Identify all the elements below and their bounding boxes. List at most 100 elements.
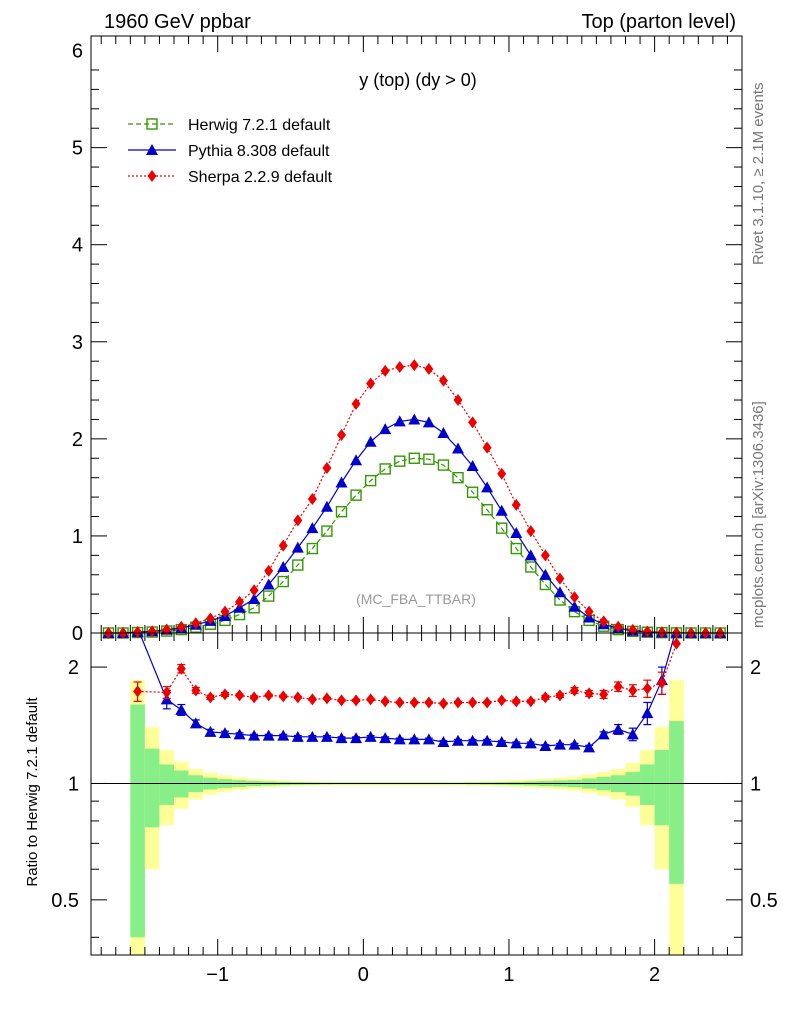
ratio-point bbox=[162, 686, 172, 699]
legend-item: Herwig 7.2.1 default bbox=[128, 117, 331, 134]
y-tick-label: 5 bbox=[72, 138, 83, 160]
data-point bbox=[322, 461, 332, 474]
ratio-series-sherpa bbox=[133, 637, 681, 710]
data-point bbox=[205, 612, 215, 625]
ratio-point bbox=[583, 741, 596, 753]
ratio-point bbox=[642, 682, 652, 695]
x-tick-label: 2 bbox=[649, 964, 660, 986]
ratio-point bbox=[481, 734, 494, 746]
data-point bbox=[481, 481, 494, 493]
ratio-point bbox=[191, 684, 201, 697]
ratio-point bbox=[671, 637, 681, 650]
ratio-point bbox=[262, 729, 275, 741]
data-point bbox=[452, 471, 464, 484]
green-band bbox=[669, 721, 684, 884]
legend-label: Herwig 7.2.1 default bbox=[188, 117, 331, 134]
data-point bbox=[408, 413, 421, 425]
ratio-point bbox=[408, 733, 421, 745]
x-tick-label: 1 bbox=[503, 964, 514, 986]
data-point bbox=[495, 504, 508, 516]
series-sherpa bbox=[103, 359, 725, 639]
ratio-point bbox=[133, 685, 143, 698]
data-point bbox=[540, 549, 550, 562]
data-point bbox=[422, 416, 435, 428]
series-line bbox=[108, 457, 721, 634]
ratio-y-tick-label: 1 bbox=[68, 773, 79, 795]
data-point bbox=[262, 590, 275, 602]
data-point bbox=[584, 605, 594, 618]
green-band bbox=[130, 704, 145, 938]
legend-label: Pythia 8.308 default bbox=[188, 143, 330, 160]
ratio-point bbox=[553, 738, 566, 750]
ratio-point bbox=[510, 737, 523, 749]
data-point bbox=[510, 527, 523, 539]
data-point bbox=[262, 578, 275, 590]
ratio-point bbox=[335, 732, 348, 744]
data-point bbox=[525, 561, 537, 573]
ratio-point bbox=[307, 693, 317, 706]
ratio-point bbox=[628, 684, 638, 697]
data-point bbox=[335, 505, 348, 518]
y-tick-label: 3 bbox=[72, 332, 83, 354]
data-point bbox=[438, 374, 448, 387]
ratio-point bbox=[322, 692, 332, 705]
data-point bbox=[292, 559, 304, 571]
ratio-point bbox=[366, 693, 376, 706]
ratio-plot-frame bbox=[90, 632, 743, 956]
side-text-mcplots: mcplots.cern.ch [arXiv:1306.3436] bbox=[750, 401, 767, 628]
x-tick-label: 0 bbox=[358, 964, 369, 986]
data-point bbox=[248, 593, 261, 605]
data-point bbox=[147, 625, 157, 638]
data-point bbox=[568, 600, 581, 612]
ratio-point bbox=[395, 696, 405, 709]
header-right: Top (parton level) bbox=[581, 11, 736, 33]
data-point bbox=[423, 453, 435, 465]
data-point bbox=[306, 542, 319, 555]
data-point bbox=[394, 455, 406, 467]
data-point bbox=[321, 525, 333, 537]
ratio-point bbox=[248, 729, 261, 741]
legend-marker bbox=[146, 144, 158, 155]
ratio-point bbox=[599, 688, 609, 701]
data-point bbox=[264, 564, 274, 577]
data-point bbox=[380, 364, 390, 377]
ratio-point bbox=[320, 730, 333, 742]
data-point bbox=[570, 591, 580, 604]
ratio-point bbox=[293, 691, 303, 704]
data-point bbox=[437, 459, 450, 471]
ratio-point bbox=[264, 689, 274, 702]
green-band bbox=[654, 750, 670, 826]
ratio-point bbox=[452, 734, 465, 746]
data-point bbox=[466, 460, 479, 472]
ratio-point bbox=[453, 696, 463, 709]
plot-title: y (top) (dy > 0) bbox=[359, 70, 477, 90]
ratio-point bbox=[524, 737, 537, 749]
ratio-point bbox=[657, 676, 667, 689]
data-point bbox=[408, 452, 421, 464]
ratio-point bbox=[278, 690, 288, 703]
ratio-point bbox=[218, 727, 231, 739]
ratio-point bbox=[424, 696, 434, 709]
data-point bbox=[293, 514, 303, 527]
uncertainty-bands bbox=[130, 680, 684, 955]
ratio-y-tick-label-right: 1 bbox=[750, 773, 761, 795]
legend-marker bbox=[147, 170, 157, 182]
ratio-point bbox=[291, 730, 304, 742]
ratio-point bbox=[176, 662, 186, 675]
green-band bbox=[144, 748, 160, 828]
data-point bbox=[335, 476, 348, 488]
ratio-point bbox=[568, 738, 581, 750]
ratio-y-tick-label: 2 bbox=[68, 657, 79, 679]
ratio-point bbox=[438, 697, 448, 710]
data-point bbox=[364, 435, 377, 447]
y-tick-label: 0 bbox=[72, 623, 83, 645]
ratio-point bbox=[204, 725, 217, 737]
data-point bbox=[555, 572, 565, 585]
ratio-series-pythia bbox=[138, 633, 676, 753]
y-tick-label: 4 bbox=[72, 235, 83, 257]
legend-item: Pythia 8.308 default bbox=[128, 143, 330, 160]
data-point bbox=[482, 441, 492, 454]
data-point bbox=[526, 525, 536, 538]
data-point bbox=[249, 584, 259, 597]
